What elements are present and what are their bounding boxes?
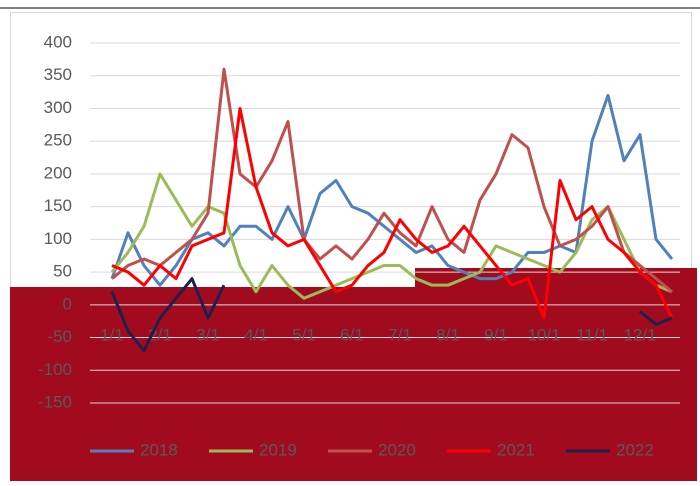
x-tick-label: 9/1 xyxy=(484,325,508,344)
x-tick-label: 4/1 xyxy=(244,325,268,344)
y-tick-label: -100 xyxy=(38,360,72,379)
series-line xyxy=(111,67,673,293)
y-tick-label: 100 xyxy=(44,229,72,248)
x-tick-label: 6/1 xyxy=(340,325,364,344)
legend-label: 2020 xyxy=(378,440,416,459)
y-tick-label: 400 xyxy=(44,32,72,51)
legend-label: 2021 xyxy=(497,440,535,459)
x-tick-label: 7/1 xyxy=(388,325,412,344)
y-tick-label: 200 xyxy=(44,163,72,182)
y-tick-label: 150 xyxy=(44,196,72,215)
y-tick-label: 0 xyxy=(63,294,72,313)
x-tick-label: 5/1 xyxy=(292,325,316,344)
x-tick-label: 3/1 xyxy=(196,325,220,344)
x-tick-label: 8/1 xyxy=(436,325,460,344)
y-tick-label: 300 xyxy=(44,98,72,117)
x-tick-label: 12/1 xyxy=(623,325,656,344)
legend-label: 2019 xyxy=(259,440,297,459)
x-tick-label: 1/1 xyxy=(100,325,124,344)
series-line xyxy=(110,172,673,300)
y-tick-label: -50 xyxy=(47,327,72,346)
y-tick-label: 350 xyxy=(44,65,72,84)
legend-label: 2018 xyxy=(140,440,178,459)
x-tick-label: 11/1 xyxy=(576,325,608,344)
x-tick-label: 10/1 xyxy=(527,325,560,344)
legend-label: 2022 xyxy=(616,440,654,459)
overlay-block xyxy=(10,268,697,481)
y-tick-label: 250 xyxy=(44,131,72,150)
series-line xyxy=(110,277,673,353)
series-line xyxy=(111,106,674,320)
y-tick-label: -150 xyxy=(38,392,72,411)
y-tick-label: 50 xyxy=(53,262,72,281)
